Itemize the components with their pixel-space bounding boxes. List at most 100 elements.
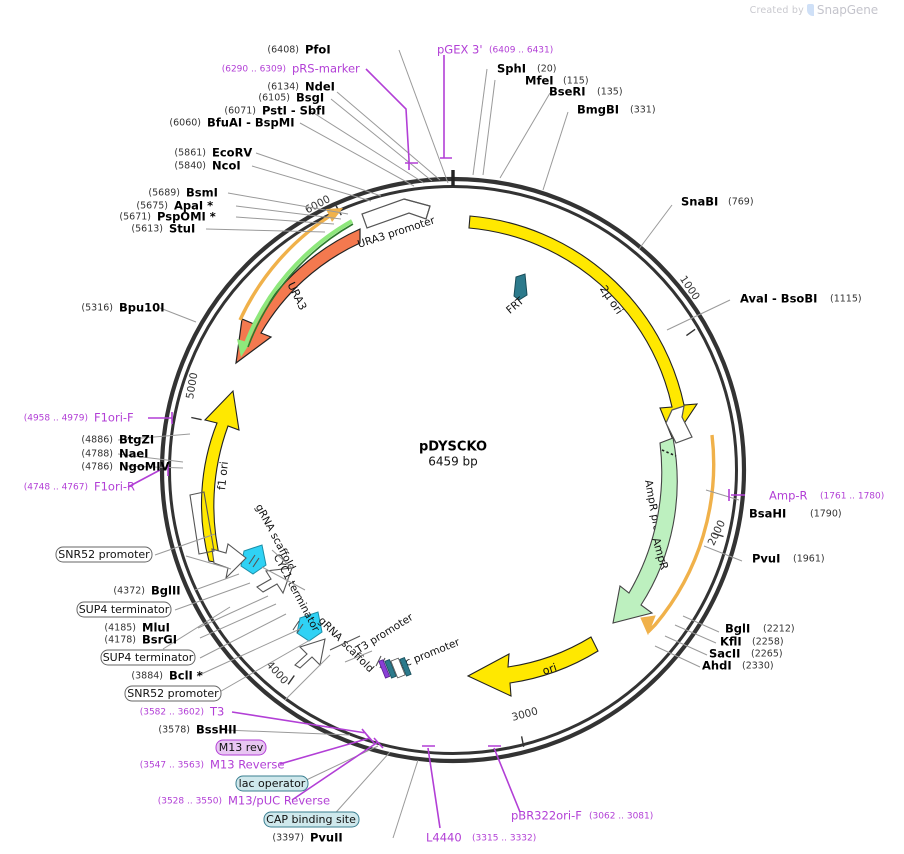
primer-label: (3528 .. 3550) M13/pUC Reverse [158,794,330,808]
enzyme-label: BmgBI (331) [577,103,656,117]
primer-range: (3582 .. 3602) [140,708,204,718]
feature-label-t3-promoter: T3 promoter [353,611,416,657]
enzyme-name: Bpu10I [119,301,164,315]
ruler-tick-label: 5000 [184,372,200,400]
enzyme-label: (5316) Bpu10I [81,301,164,315]
enzyme-name: MfeI [525,74,554,88]
primer-range: (3062 .. 3081) [589,812,653,822]
enzyme-pos: (5675) [136,201,168,212]
enzyme-pos: (3397) [272,833,304,844]
enzyme-name: BsmI [186,186,218,200]
primer-name: F1ori-R [94,480,135,494]
enzyme-labels-left[interactable]: (6408) PfoI (6134) NdeI (6105) BsgI (6071) P… [81,43,342,845]
enzyme-name: BclI * [169,669,203,683]
feature-ura3-promoter[interactable]: URA3 promoter [356,198,437,251]
enzyme-label: (5840) NcoI [174,159,240,173]
enzyme-name: BseRI [549,85,586,99]
primer-name: pRS-marker [292,62,360,76]
enzyme-pos: (1961) [793,554,825,565]
feature-frt[interactable]: FRT [504,273,528,317]
enzyme-label: BglI (2212) [725,622,795,636]
enzyme-pos: (5671) [119,212,151,223]
primer-name: M13/pUC Reverse [228,794,330,808]
enzyme-label: (6134) NdeI [267,80,335,94]
primer-range: (4958 .. 4979) [24,414,88,424]
enzyme-label: (6408) PfoI [267,43,330,57]
enzyme-pos: (4886) [81,435,113,446]
enzyme-name: BsaHI [749,507,786,521]
enzyme-name: PstI - SbfI [262,104,325,118]
enzyme-label: BsaHI (1790) [749,507,842,521]
primer-label: pGEX 3' (6409 .. 6431) [437,43,553,57]
enzyme-pos: (2330) [742,661,774,672]
enzyme-pos: (2212) [763,624,795,635]
tag-label: SNR52 promoter [127,687,219,700]
plasmid-name: pDYSCKO [419,440,487,455]
enzyme-pos: (4788) [81,449,113,460]
primer-name: pBR322ori-F [511,809,582,823]
enzyme-pos: (3578) [158,725,190,736]
enzyme-name: AvaI - BsoBI [740,292,817,306]
watermark-prefix: Created by [749,4,804,16]
enzyme-label: (5861) EcoRV [174,146,252,160]
plasmid-title-group: pDYSCKO 6459 bp [419,440,487,469]
primer-range: (6409 .. 6431) [489,46,553,56]
feature-outlines [189,491,361,669]
enzyme-name: EcoRV [212,146,252,160]
enzyme-label: MfeI (115) [525,74,589,88]
enzyme-name: BtgZI [119,433,154,447]
enzyme-label: (6105) BsgI [258,91,324,105]
ruler-tick-2000: 2000 [706,518,729,547]
tag-label: SNR52 promoter [58,548,150,561]
enzyme-pos: (6105) [258,93,290,104]
enzyme-labels-right[interactable]: SphI (20) MfeI (115) BseRI (135) BmgBI (331)… [497,62,862,673]
enzyme-pos: (3884) [131,671,163,682]
enzyme-pos: (2258) [752,637,784,648]
primer-name: L4440 [426,831,462,845]
enzyme-name: NcoI [212,159,241,173]
feature-f1-ori[interactable]: f1 ori [200,389,240,564]
enzyme-name: BglI [725,622,750,636]
tag-lac-operator: lac operator [235,775,309,792]
enzyme-name: AhdI [702,659,732,673]
enzyme-pos: (4185) [104,623,136,634]
enzyme-label: (6060) BfuAI - BspMI [169,116,294,130]
enzyme-name: PvuII [310,831,343,845]
tagged-labels[interactable]: M13 rev lac operator CAP binding site SN… [55,546,360,828]
ruler-tick-label: 3000 [510,705,539,724]
enzyme-pos: (115) [563,76,589,87]
enzyme-pos: (4372) [113,586,145,597]
feature-label-ori: ori [541,661,559,678]
feature-ampr[interactable]: AmpR [612,437,678,624]
enzyme-pos: (5861) [174,148,206,159]
tag-sup4-terminator-2: SUP4 terminator [100,649,196,666]
enzyme-name: SphI [497,62,526,76]
feature-2u-ori[interactable]: 2μ ori [468,215,699,442]
feature-label-frt: FRT [504,295,527,317]
primer-label: L4440 (3315 .. 3332) [426,831,536,845]
enzyme-name: NdeI [305,80,335,94]
primer-label: Amp-R (1761 .. 1780) [769,489,884,503]
enzyme-pos: (1790) [810,509,842,520]
primer-labels[interactable]: (6290 .. 6309) pRS-marker pGEX 3' (6409 ..… [24,43,885,845]
mcs-boxes[interactable] [378,657,412,679]
primer-label: (3547 .. 3563) M13 Reverse [140,758,285,772]
enzyme-label: KflI (2258) [720,635,784,649]
enzyme-pos: (5840) [174,161,206,172]
feature-ori[interactable]: ori [466,636,599,697]
enzyme-label: (5689) BsmI [148,186,217,200]
enzyme-pos: (4786) [81,462,113,473]
enzyme-name: PspOMI * [157,210,216,224]
tag-label: SUP4 terminator [103,651,194,664]
primer-label: (4958 .. 4979) F1ori-F [24,411,134,425]
enzyme-label: (4788) NaeI [81,447,148,461]
tag-snr52-promoter-2: SNR52 promoter [124,685,222,702]
enzyme-label: SphI (20) [497,62,557,76]
enzyme-name: KflI [720,635,742,649]
primer-range: (1761 .. 1780) [820,492,884,502]
enzyme-pos: (1115) [830,294,862,305]
tag-cap-binding-site: CAP binding site [263,811,360,828]
enzyme-name: PfoI [305,43,331,57]
enzyme-pos: (769) [728,197,754,208]
